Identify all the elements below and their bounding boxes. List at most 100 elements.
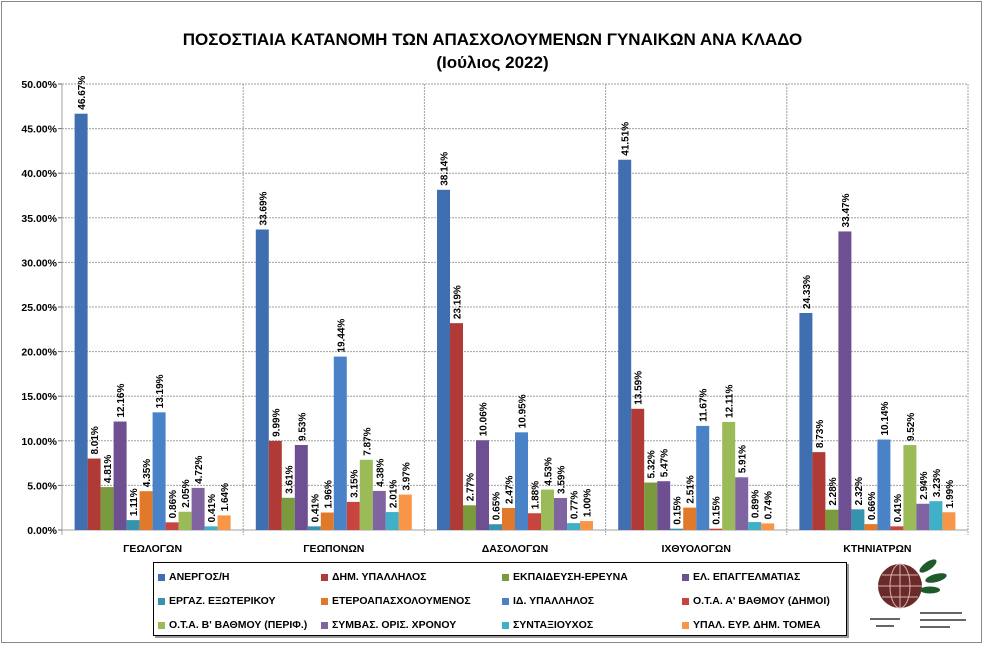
- legend-item: ΕΡΓΑΖ. ΕΞΩΤΕΡΙΚΟΥ: [158, 589, 321, 613]
- legend-swatch: [682, 597, 689, 605]
- bar: [838, 231, 852, 530]
- legend-swatch: [682, 621, 689, 629]
- data-label: 2.77%: [466, 473, 477, 501]
- data-label: 1.99%: [945, 480, 956, 508]
- bar: [696, 425, 710, 530]
- data-label: 10.06%: [479, 402, 490, 436]
- legend-label: ΕΤΕΡΟΑΠΑΣΧΟΛΟΥΜΕΝΟΣ: [332, 595, 471, 607]
- y-tick-label: 0.00%: [27, 525, 57, 537]
- chart-subtitle: (Ιούλιος 2022): [436, 53, 549, 72]
- data-label: 2.28%: [828, 477, 839, 505]
- data-label: 4.81%: [103, 455, 114, 483]
- bar: [307, 526, 321, 530]
- legend-label: ΑΝΕΡΓΟΣ/Η: [169, 571, 230, 583]
- bar: [502, 507, 515, 530]
- data-label: 8.73%: [815, 420, 826, 448]
- bar: [463, 505, 476, 530]
- legend-item: ΕΚΠΑΙΔΕΥΣΗ-ΕΡΕΥΝΑ: [502, 565, 682, 589]
- bar: [152, 412, 166, 530]
- data-label: 4.72%: [194, 455, 205, 483]
- data-label: 1.96%: [323, 480, 334, 508]
- legend-item: ΣΥΜΒΑΣ. ΟΡΙΣ. ΧΡΟΝΟΥ: [321, 613, 502, 637]
- legend-item: ΙΔ. ΥΠΑΛΛΗΛΟΣ: [502, 589, 682, 613]
- bar: [87, 458, 101, 530]
- data-label: 0.41%: [207, 494, 218, 522]
- bar: [903, 445, 917, 530]
- chart-title: ΠΟΣΟΣΤΙΑΙΑ ΚΑΤΑΝΟΜΗ ΤΩΝ ΑΠΑΣΧΟΛΟΥΜΕΝΩΝ Γ…: [182, 30, 803, 49]
- data-label: 3.97%: [401, 462, 412, 490]
- data-label: 1.11%: [129, 488, 140, 516]
- legend-label: ΕΡΓΑΖ. ΕΞΩΤΕΡΙΚΟΥ: [169, 595, 276, 607]
- data-label: 0.86%: [168, 490, 179, 518]
- data-label: 2.01%: [388, 480, 399, 508]
- data-label: 3.15%: [349, 469, 360, 497]
- bar: [851, 509, 865, 530]
- bar: [437, 189, 450, 530]
- data-label: 0.41%: [893, 494, 904, 522]
- bar: [74, 113, 88, 530]
- bar: [359, 459, 373, 530]
- data-label: 4.38%: [375, 458, 386, 486]
- bar: [644, 482, 658, 530]
- bar: [670, 528, 684, 530]
- bar: [877, 439, 891, 530]
- legend-label: ΕΚΠΑΙΔΕΥΣΗ-ΕΡΕΥΝΑ: [513, 571, 628, 583]
- legend: ΑΝΕΡΓΟΣ/Η ΔΗΜ. ΥΠΑΛΛΗΛΟΣ ΕΚΠΑΙΔΕΥΣΗ-ΕΡΕΥΝΑ…: [153, 562, 847, 636]
- data-label: 9.53%: [297, 413, 308, 441]
- data-label: 2.32%: [854, 477, 865, 505]
- bar: [268, 440, 282, 530]
- data-label: 33.69%: [258, 191, 269, 225]
- bar: [890, 526, 904, 530]
- bar: [735, 477, 749, 530]
- data-label: 8.01%: [90, 426, 101, 454]
- data-label: 0.89%: [751, 490, 762, 518]
- data-label: 10.14%: [880, 402, 891, 436]
- data-label: 0.15%: [673, 496, 684, 524]
- legend-swatch: [502, 573, 509, 581]
- bar: [528, 513, 541, 530]
- y-tick-label: 25.00%: [21, 302, 57, 314]
- bar: [476, 440, 489, 530]
- legend-swatch: [502, 621, 509, 629]
- x-tick-label: ΙΧΘΥΟΛΟΓΩΝ: [661, 543, 731, 555]
- bar: [204, 526, 218, 530]
- legend-swatch: [682, 573, 689, 581]
- data-label: 13.59%: [634, 371, 645, 405]
- data-label: 3.23%: [932, 469, 943, 497]
- legend-swatch: [158, 573, 165, 581]
- bar: [812, 452, 826, 530]
- legend-item: Ο.Τ.Α. Α' ΒΑΘΜΟΥ (ΔΗΜΟΙ): [682, 589, 852, 613]
- y-tick-label: 20.00%: [21, 347, 57, 359]
- legend-label: ΥΠΑΛ. ΕΥΡ. ΔΗΜ. ΤΟΜΕΑ: [693, 619, 821, 631]
- data-label: 11.67%: [699, 388, 710, 421]
- data-label: 46.67%: [77, 76, 88, 110]
- bar: [683, 507, 697, 530]
- bar: [333, 356, 347, 530]
- bar: [398, 494, 412, 530]
- legend-label: ΣΥΝΤΑΞΙΟΥΧΟΣ: [513, 619, 594, 631]
- bar: [722, 421, 736, 530]
- y-tick-label: 50.00%: [21, 79, 57, 91]
- x-tick-label: ΔΑΣΟΛΟΓΩΝ: [482, 543, 549, 555]
- bar: [100, 487, 114, 530]
- legend-label: Ο.Τ.Α. Β' ΒΑΘΜΟΥ (ΠΕΡΙΦ.): [169, 619, 308, 631]
- data-label: 5.91%: [738, 445, 749, 473]
- data-label: 33.47%: [841, 193, 852, 227]
- legend-item: Ο.Τ.Α. Β' ΒΑΘΜΟΥ (ΠΕΡΙΦ.): [158, 613, 321, 637]
- data-label: 5.47%: [660, 449, 671, 477]
- legend-item: ΑΝΕΡΓΟΣ/Η: [158, 565, 321, 589]
- legend-swatch: [158, 597, 165, 605]
- bar: [450, 323, 463, 530]
- bar: [126, 520, 140, 530]
- data-label: 1.88%: [531, 481, 542, 509]
- data-label: 2.05%: [181, 479, 192, 507]
- bar: [346, 501, 360, 530]
- data-label: 13.19%: [155, 374, 166, 408]
- legend-item: ΕΛ. ΕΠΑΓΓΕΛΜΑΤΙΑΣ: [682, 565, 852, 589]
- data-label: 12.11%: [725, 385, 736, 418]
- data-label: 7.87%: [362, 427, 373, 455]
- bar: [294, 444, 308, 530]
- bar: [554, 497, 567, 530]
